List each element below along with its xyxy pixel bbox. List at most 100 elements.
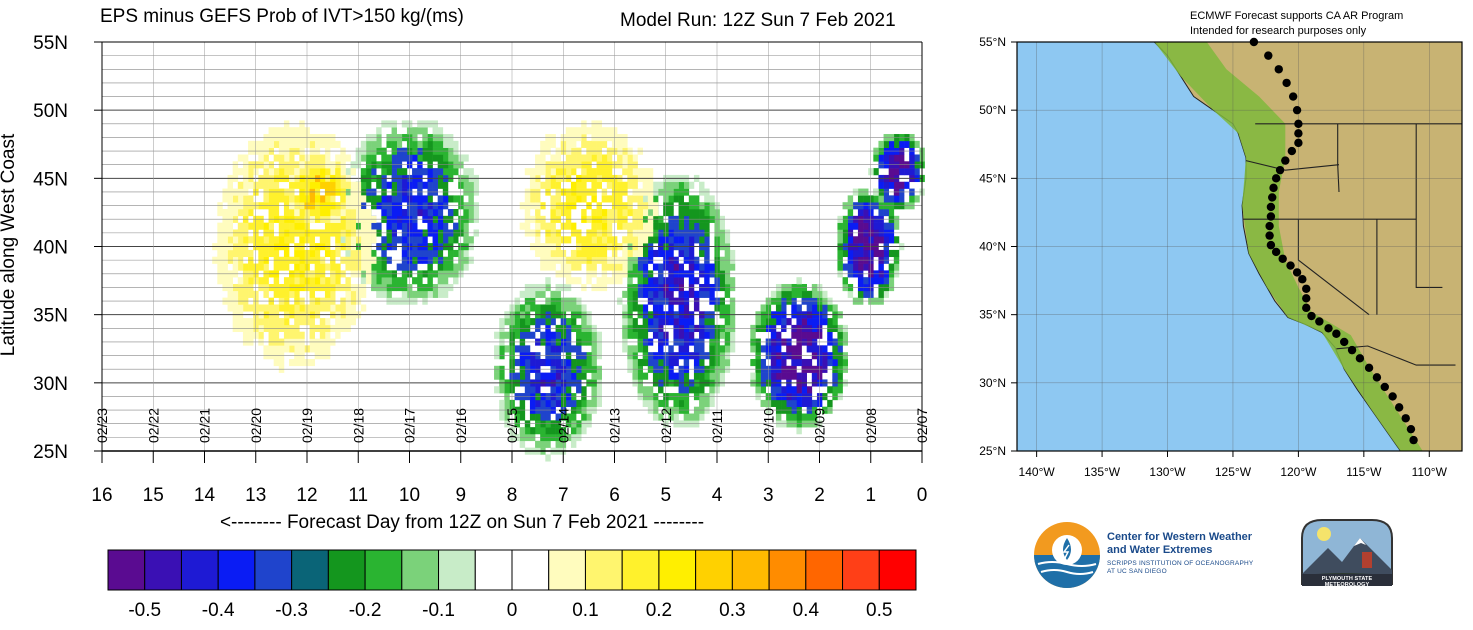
field-cell [468, 195, 474, 203]
field-cell [376, 140, 382, 148]
field-cell [637, 372, 643, 380]
field-cell [801, 372, 807, 380]
field-cell [540, 372, 546, 380]
field-cell [627, 277, 633, 285]
field-cell [417, 140, 423, 148]
field-cell [576, 127, 582, 135]
field-cell [365, 154, 372, 162]
field-cell [914, 195, 920, 203]
field-cell [791, 386, 797, 394]
field-cell [350, 290, 356, 298]
field-cell [242, 236, 249, 244]
field-cell [632, 345, 638, 353]
field-cell [622, 236, 628, 244]
field-cell [898, 168, 905, 176]
field-cell [591, 127, 597, 135]
field-cell [335, 140, 341, 148]
field-cell [699, 331, 705, 339]
field-cell [427, 181, 433, 189]
field-cell [576, 372, 582, 380]
map-lon-label: 130°W [1149, 465, 1186, 479]
field-cell [237, 236, 244, 244]
field-cell [222, 195, 228, 203]
field-cell [832, 372, 838, 380]
field-cell [248, 140, 254, 148]
field-cell [324, 154, 331, 162]
field-cell [289, 290, 295, 298]
field-cell [622, 290, 628, 298]
field-cell [791, 358, 797, 367]
field-cell [688, 263, 695, 271]
field-cell [658, 263, 664, 271]
field-cell [888, 277, 895, 285]
colorbar-swatch [731, 549, 770, 591]
colorbar-swatch [107, 549, 146, 591]
field-cell [822, 318, 828, 326]
field-cell [499, 318, 505, 326]
coast-point [1287, 146, 1297, 156]
field-cell [586, 413, 592, 421]
field-cell [668, 195, 674, 203]
field-cell [898, 181, 905, 189]
field-cell [314, 304, 321, 312]
field-cell [529, 386, 536, 394]
field-cell [576, 427, 582, 435]
field-cell [324, 168, 331, 176]
field-cell [760, 372, 766, 380]
x-tick-label: 11 [348, 485, 368, 506]
field-cell [699, 249, 705, 258]
field-cell [345, 263, 351, 271]
field-cell [678, 209, 684, 217]
field-cell [242, 263, 249, 271]
field-cell [627, 263, 633, 271]
field-cell [376, 290, 382, 298]
field-cell [581, 249, 587, 258]
field-cell [499, 345, 505, 353]
field-cell [309, 331, 315, 339]
field-cell [335, 331, 341, 339]
field-cell [289, 168, 295, 176]
field-cell [601, 140, 608, 148]
field-cell [914, 140, 920, 148]
field-cell [781, 304, 787, 312]
field-cell [550, 195, 556, 203]
field-cell [314, 140, 321, 148]
field-cell [857, 263, 864, 271]
field-cell [591, 249, 597, 258]
field-cell [596, 209, 602, 217]
field-cell [719, 277, 725, 285]
field-cell [345, 249, 351, 258]
field-cell [883, 290, 889, 298]
field-cell [837, 222, 843, 230]
field-cell [529, 331, 536, 339]
field-cell [842, 236, 848, 244]
field-cell [642, 195, 649, 203]
field-cell [883, 209, 889, 217]
field-cell [442, 222, 449, 230]
field-cell [647, 181, 654, 189]
field-cell [863, 249, 869, 258]
field-cell [688, 331, 695, 339]
field-cell [330, 195, 336, 203]
field-cell [309, 304, 315, 312]
field-cell [796, 427, 802, 435]
field-cell [222, 263, 228, 271]
field-cell [248, 181, 254, 189]
field-cell [242, 154, 249, 162]
field-cell [863, 290, 869, 298]
field-cell [442, 263, 449, 271]
field-cell [463, 236, 469, 244]
field-cell [570, 399, 577, 407]
field-cell [294, 195, 300, 203]
field-cell [217, 236, 223, 244]
field-cell [273, 263, 280, 271]
field-cell [278, 140, 285, 148]
field-cell [581, 181, 587, 189]
field-cell [642, 318, 649, 326]
field-cell [540, 140, 546, 148]
field-cell [606, 209, 613, 217]
field-cell [222, 209, 228, 217]
field-cell [622, 345, 628, 353]
field-cell [591, 181, 597, 189]
field-cell [770, 331, 777, 339]
